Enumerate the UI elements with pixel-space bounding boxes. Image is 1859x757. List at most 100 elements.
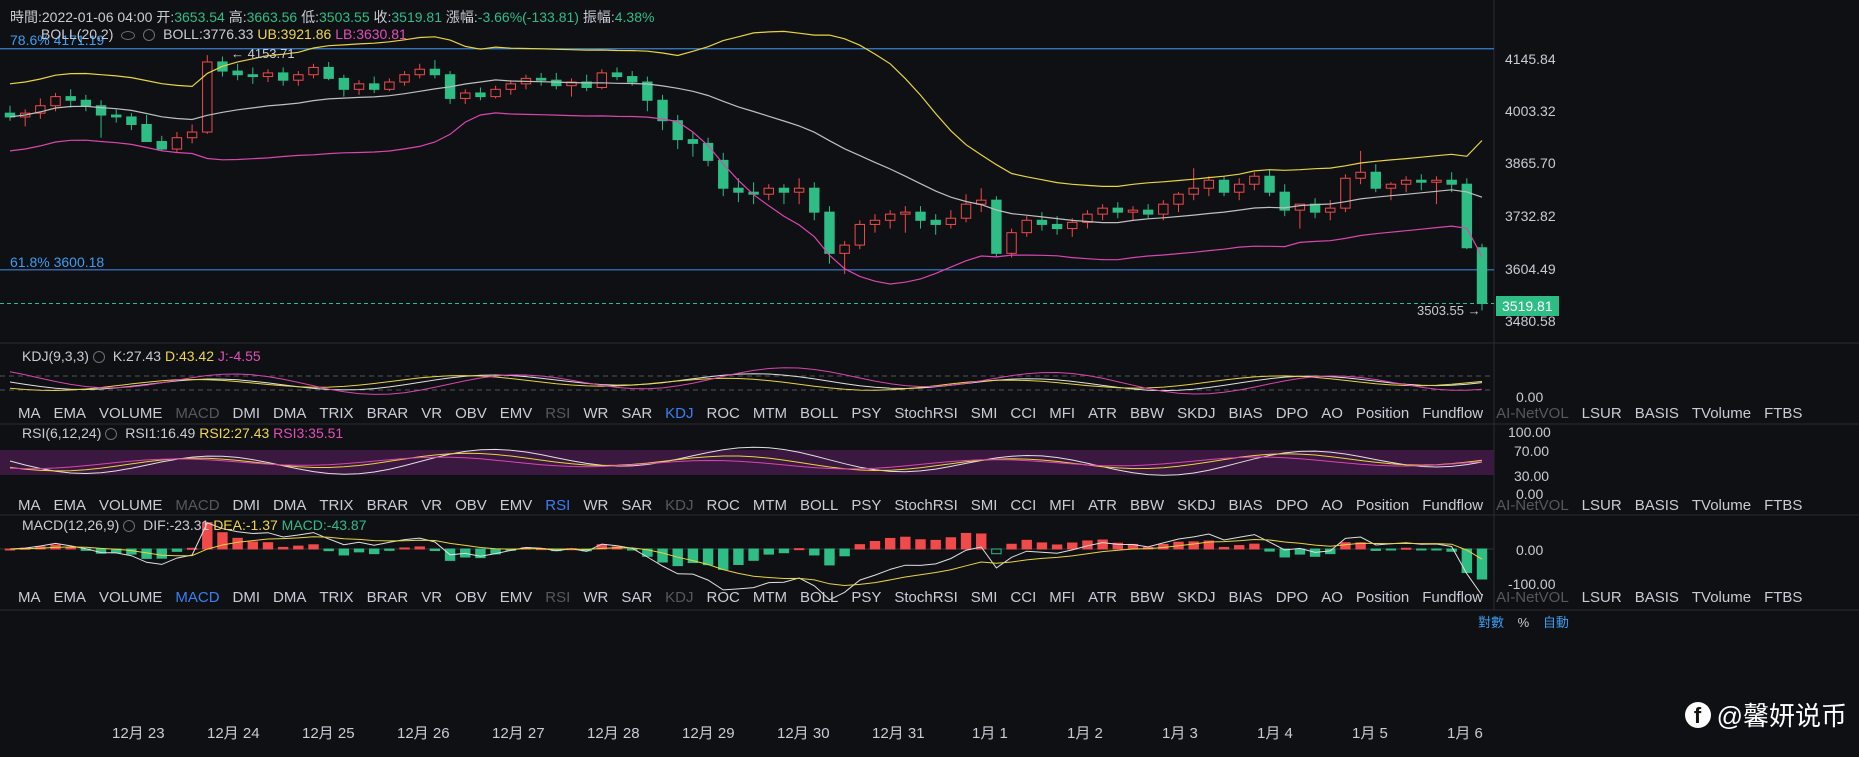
gear-icon[interactable]	[123, 520, 136, 533]
indicator-tab-cci[interactable]: CCI	[1010, 404, 1037, 422]
indicator-tab-ma[interactable]: MA	[18, 588, 41, 606]
indicator-tab-macd[interactable]: MACD	[175, 496, 220, 514]
indicator-tab-mtm[interactable]: MTM	[752, 404, 787, 422]
indicator-tab-psy[interactable]: PSY	[851, 404, 882, 422]
indicator-tab-dmi[interactable]: DMI	[232, 496, 261, 514]
indicator-tab-sar[interactable]: SAR	[621, 404, 653, 422]
indicator-tab-psy[interactable]: PSY	[851, 496, 882, 514]
indicator-tab-ma[interactable]: MA	[18, 404, 41, 422]
indicator-tab-ma[interactable]: MA	[18, 496, 41, 514]
indicator-tab-atr[interactable]: ATR	[1088, 496, 1117, 514]
indicator-tab-brar[interactable]: BRAR	[366, 588, 409, 606]
indicator-tab-psy[interactable]: PSY	[851, 588, 882, 606]
indicator-tab-ai-netvol[interactable]: AI-NetVOL	[1496, 496, 1569, 514]
indicator-tab-macd[interactable]: MACD	[175, 404, 220, 422]
indicator-tab-basis[interactable]: BASIS	[1634, 404, 1679, 422]
indicator-tab-dma[interactable]: DMA	[273, 588, 307, 606]
indicator-tab-fundflow[interactable]: Fundflow	[1422, 588, 1484, 606]
indicator-tab-rsi[interactable]: RSI	[545, 588, 571, 606]
indicator-tab-rsi[interactable]: RSI	[545, 404, 571, 422]
indicator-tab-skdj[interactable]: SKDJ	[1177, 588, 1216, 606]
indicator-tab-ema[interactable]: EMA	[53, 404, 87, 422]
indicator-tab-bbw[interactable]: BBW	[1129, 588, 1165, 606]
indicator-tab-skdj[interactable]: SKDJ	[1177, 404, 1216, 422]
indicator-tab-mfi[interactable]: MFI	[1049, 496, 1076, 514]
indicator-tab-boll[interactable]: BOLL	[800, 496, 839, 514]
indicator-tab-sar[interactable]: SAR	[621, 496, 653, 514]
indicator-tab-atr[interactable]: ATR	[1088, 588, 1117, 606]
indicator-tab-ao[interactable]: AO	[1321, 496, 1343, 514]
indicator-tab-dmi[interactable]: DMI	[232, 588, 261, 606]
indicator-tab-wr[interactable]: WR	[583, 404, 609, 422]
indicator-tab-obv[interactable]: OBV	[455, 496, 487, 514]
indicator-tab-obv[interactable]: OBV	[455, 588, 487, 606]
indicator-tab-bbw[interactable]: BBW	[1129, 404, 1165, 422]
log-scale-button[interactable]: 對數	[1478, 615, 1505, 630]
indicator-tab-position[interactable]: Position	[1355, 404, 1410, 422]
indicator-tab-stochrsi[interactable]: StochRSI	[894, 496, 958, 514]
indicator-tab-vr[interactable]: VR	[421, 496, 443, 514]
indicator-tab-ftbs[interactable]: FTBS	[1764, 496, 1803, 514]
indicator-tab-bias[interactable]: BIAS	[1228, 404, 1263, 422]
indicator-tab-ftbs[interactable]: FTBS	[1764, 404, 1803, 422]
indicator-tab-kdj[interactable]: KDJ	[665, 588, 694, 606]
indicator-tab-emv[interactable]: EMV	[499, 588, 533, 606]
indicator-tab-boll[interactable]: BOLL	[800, 588, 839, 606]
indicator-tab-volume[interactable]: VOLUME	[99, 404, 163, 422]
indicator-tab-smi[interactable]: SMI	[970, 496, 998, 514]
indicator-tab-ema[interactable]: EMA	[53, 588, 87, 606]
indicator-tab-mfi[interactable]: MFI	[1049, 404, 1076, 422]
indicator-tab-bias[interactable]: BIAS	[1228, 496, 1263, 514]
indicator-tab-atr[interactable]: ATR	[1088, 404, 1117, 422]
indicator-tab-smi[interactable]: SMI	[970, 404, 998, 422]
indicator-tab-emv[interactable]: EMV	[499, 404, 533, 422]
indicator-tab-sar[interactable]: SAR	[621, 588, 653, 606]
indicator-tab-vr[interactable]: VR	[421, 588, 443, 606]
rsi-name[interactable]: RSI(6,12,24)	[22, 425, 102, 441]
indicator-tab-cci[interactable]: CCI	[1010, 588, 1037, 606]
indicator-tab-dma[interactable]: DMA	[273, 496, 307, 514]
indicator-tab-wr[interactable]: WR	[583, 496, 609, 514]
indicator-tab-trix[interactable]: TRIX	[319, 588, 354, 606]
indicator-tab-fundflow[interactable]: Fundflow	[1422, 496, 1484, 514]
indicator-tab-mfi[interactable]: MFI	[1049, 588, 1076, 606]
indicator-tab-ao[interactable]: AO	[1321, 404, 1343, 422]
indicator-tab-tvolume[interactable]: TVolume	[1691, 588, 1752, 606]
auto-scale-button[interactable]: 自動	[1542, 615, 1569, 630]
indicator-tab-dmi[interactable]: DMI	[232, 404, 261, 422]
indicator-tab-trix[interactable]: TRIX	[319, 404, 354, 422]
indicator-tab-bbw[interactable]: BBW	[1129, 496, 1165, 514]
indicator-tab-brar[interactable]: BRAR	[366, 404, 409, 422]
indicator-tab-dpo[interactable]: DPO	[1275, 588, 1309, 606]
gear-icon[interactable]	[105, 428, 118, 441]
indicator-tab-smi[interactable]: SMI	[970, 588, 998, 606]
kdj-name[interactable]: KDJ(9,3,3)	[22, 348, 89, 364]
indicator-tab-mtm[interactable]: MTM	[752, 588, 787, 606]
indicator-tab-dpo[interactable]: DPO	[1275, 496, 1309, 514]
eye-icon[interactable]	[121, 30, 136, 40]
indicator-tab-roc[interactable]: ROC	[706, 496, 740, 514]
indicator-tab-macd[interactable]: MACD	[175, 588, 220, 606]
indicator-tab-emv[interactable]: EMV	[499, 496, 533, 514]
indicator-tab-stochrsi[interactable]: StochRSI	[894, 588, 958, 606]
indicator-tab-kdj[interactable]: KDJ	[665, 496, 694, 514]
gear-icon[interactable]	[143, 29, 156, 42]
indicator-tab-rsi[interactable]: RSI	[545, 496, 571, 514]
macd-name[interactable]: MACD(12,26,9)	[22, 517, 120, 533]
indicator-tab-ao[interactable]: AO	[1321, 588, 1343, 606]
indicator-tab-lsur[interactable]: LSUR	[1581, 404, 1622, 422]
indicator-tab-lsur[interactable]: LSUR	[1581, 588, 1622, 606]
indicator-tab-mtm[interactable]: MTM	[752, 496, 787, 514]
indicator-tab-lsur[interactable]: LSUR	[1581, 496, 1622, 514]
indicator-tab-volume[interactable]: VOLUME	[99, 588, 163, 606]
indicator-tab-ai-netvol[interactable]: AI-NetVOL	[1496, 588, 1569, 606]
indicator-tab-bias[interactable]: BIAS	[1228, 588, 1263, 606]
indicator-tab-roc[interactable]: ROC	[706, 588, 740, 606]
indicator-tab-volume[interactable]: VOLUME	[99, 496, 163, 514]
indicator-tab-wr[interactable]: WR	[583, 588, 609, 606]
indicator-tab-dma[interactable]: DMA	[273, 404, 307, 422]
indicator-tab-tvolume[interactable]: TVolume	[1691, 496, 1752, 514]
indicator-tab-tvolume[interactable]: TVolume	[1691, 404, 1752, 422]
boll-name[interactable]: BOLL(20,2)	[41, 26, 114, 42]
